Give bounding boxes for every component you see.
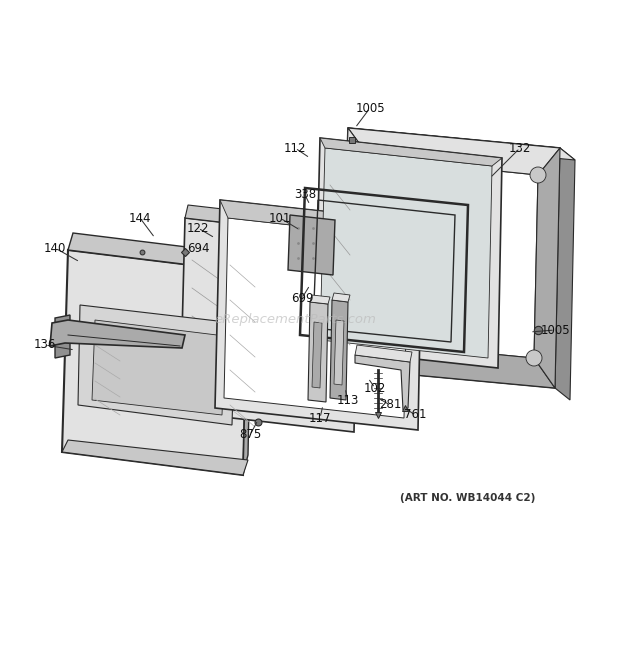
Text: 112: 112 [284,141,306,155]
Polygon shape [68,233,252,272]
Polygon shape [312,322,322,388]
Polygon shape [348,128,560,175]
Polygon shape [308,302,328,402]
Polygon shape [320,148,492,358]
Text: 122: 122 [187,221,210,235]
Circle shape [526,350,542,366]
Text: eReplacementParts.com: eReplacementParts.com [214,313,376,327]
Polygon shape [340,342,555,388]
Polygon shape [355,355,410,410]
Text: 281: 281 [379,399,401,412]
Text: 338: 338 [294,188,316,202]
Text: 875: 875 [239,428,261,442]
Polygon shape [315,138,502,368]
Polygon shape [220,200,422,238]
Text: 117: 117 [309,412,331,424]
Text: 1005: 1005 [540,323,570,336]
Text: 102: 102 [364,381,386,395]
Polygon shape [332,293,350,302]
Polygon shape [62,250,248,475]
Polygon shape [78,305,235,425]
Polygon shape [340,128,560,388]
Text: 699: 699 [291,292,313,305]
Text: 1005: 1005 [355,102,385,114]
Circle shape [362,150,378,166]
Polygon shape [340,128,370,368]
Circle shape [357,334,373,350]
Text: 136: 136 [34,338,56,352]
Text: 132: 132 [509,141,531,155]
Text: 101: 101 [269,212,291,225]
Polygon shape [320,138,502,166]
Polygon shape [55,315,70,358]
Text: 761: 761 [404,408,427,422]
Text: 140: 140 [44,241,66,254]
Polygon shape [224,218,408,418]
Text: 694: 694 [187,241,210,254]
Text: 144: 144 [129,212,151,225]
Text: 113: 113 [337,393,359,407]
Polygon shape [185,205,362,238]
Polygon shape [288,215,335,275]
Polygon shape [180,218,358,432]
Circle shape [530,167,546,183]
Polygon shape [334,320,344,385]
Polygon shape [50,320,185,348]
Polygon shape [62,440,248,475]
Text: (ART NO. WB14044 C2): (ART NO. WB14044 C2) [401,493,536,503]
Polygon shape [243,255,252,475]
Polygon shape [534,148,560,388]
Polygon shape [330,300,348,400]
Polygon shape [348,128,575,160]
Polygon shape [355,345,412,362]
Polygon shape [310,295,330,304]
Polygon shape [365,158,538,358]
Polygon shape [92,320,225,415]
Polygon shape [555,148,575,400]
Polygon shape [215,200,422,430]
